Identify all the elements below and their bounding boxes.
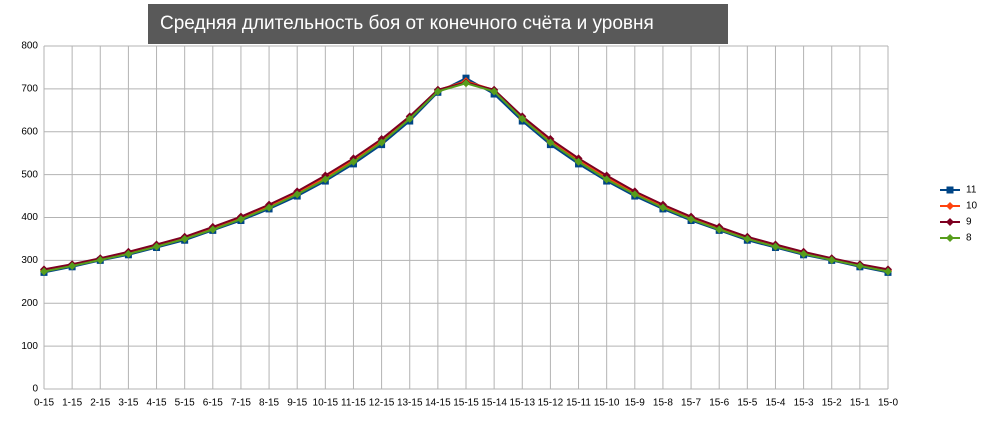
x-tick-label: 3-15 xyxy=(118,398,138,409)
data-point xyxy=(518,114,527,123)
x-tick-label: 8-15 xyxy=(259,398,279,409)
x-tick-label: 15-7 xyxy=(681,398,701,409)
data-point xyxy=(546,138,555,147)
legend-marker xyxy=(946,186,954,194)
legend-label: 9 xyxy=(966,217,972,228)
x-tick-label: 15-6 xyxy=(709,398,729,409)
data-point xyxy=(462,79,470,88)
y-tick-label: 300 xyxy=(21,255,38,266)
x-tick-label: 10-15 xyxy=(313,398,339,409)
x-tick-label: 15-12 xyxy=(538,398,564,409)
x-tick-label: 4-15 xyxy=(147,398,167,409)
data-point xyxy=(433,87,442,96)
y-tick-label: 500 xyxy=(21,169,38,180)
x-tick-label: 15-15 xyxy=(453,398,479,409)
x-tick-label: 15-10 xyxy=(594,398,620,409)
x-tick-label: 6-15 xyxy=(203,398,223,409)
title-box xyxy=(148,4,728,44)
legend-label: 8 xyxy=(966,233,972,244)
x-tick-label: 0-15 xyxy=(34,398,54,409)
chart-title: Средняя длительность боя от конечного сч… xyxy=(160,13,654,34)
x-tick-label: 15-13 xyxy=(509,398,535,409)
data-point xyxy=(490,87,499,96)
data-point xyxy=(236,215,245,224)
data-point xyxy=(855,261,864,270)
x-tick-label: 15-8 xyxy=(653,398,673,409)
legend-marker xyxy=(946,234,954,242)
data-point xyxy=(293,190,302,199)
x-tick-label: 15-2 xyxy=(822,398,842,409)
y-tick-label: 0 xyxy=(32,384,38,395)
data-point xyxy=(265,203,274,212)
data-point xyxy=(687,215,696,224)
legend-marker xyxy=(946,218,954,226)
data-point xyxy=(40,267,48,276)
data-point xyxy=(884,267,892,276)
data-point xyxy=(715,225,724,234)
y-tick-label: 100 xyxy=(21,341,38,352)
x-tick-label: 15-1 xyxy=(850,398,870,409)
data-point xyxy=(377,138,386,147)
x-tick-label: 1-15 xyxy=(62,398,82,409)
y-tick-label: 200 xyxy=(21,298,38,309)
data-point xyxy=(405,114,414,123)
data-point xyxy=(349,157,358,166)
legend-label: 11 xyxy=(966,185,977,196)
y-tick-label: 600 xyxy=(21,126,38,137)
data-point xyxy=(602,175,611,184)
data-point xyxy=(68,261,77,270)
y-tick-label: 400 xyxy=(21,212,38,223)
x-tick-label: 12-15 xyxy=(369,398,395,409)
data-point xyxy=(799,249,808,258)
data-point xyxy=(658,203,667,212)
x-tick-label: 9-15 xyxy=(287,398,307,409)
y-tick-label: 800 xyxy=(21,41,38,52)
x-tick-label: 2-15 xyxy=(90,398,110,409)
data-point xyxy=(827,255,836,264)
x-tick-label: 15-9 xyxy=(625,398,645,409)
x-tick-label: 15-14 xyxy=(481,398,507,409)
x-tick-label: 15-11 xyxy=(566,398,591,409)
data-point xyxy=(743,234,752,243)
data-point xyxy=(574,157,583,166)
x-tick-label: 15-3 xyxy=(794,398,814,409)
data-point xyxy=(771,242,780,251)
x-tick-label: 15-0 xyxy=(878,398,898,409)
x-tick-label: 15-5 xyxy=(737,398,757,409)
x-tick-label: 11-15 xyxy=(341,398,366,409)
data-point xyxy=(124,249,133,258)
data-point xyxy=(321,175,330,184)
data-point xyxy=(96,255,105,264)
y-tick-label: 700 xyxy=(21,84,38,95)
x-tick-label: 15-4 xyxy=(765,398,785,409)
x-tick-label: 5-15 xyxy=(175,398,195,409)
data-point xyxy=(208,225,217,234)
data-point xyxy=(180,234,189,243)
x-tick-label: 7-15 xyxy=(231,398,251,409)
data-point xyxy=(630,190,639,199)
data-point xyxy=(152,242,161,251)
legend-label: 10 xyxy=(966,201,978,212)
legend-marker xyxy=(946,202,954,210)
x-tick-label: 13-15 xyxy=(397,398,423,409)
x-tick-label: 14-15 xyxy=(425,398,451,409)
